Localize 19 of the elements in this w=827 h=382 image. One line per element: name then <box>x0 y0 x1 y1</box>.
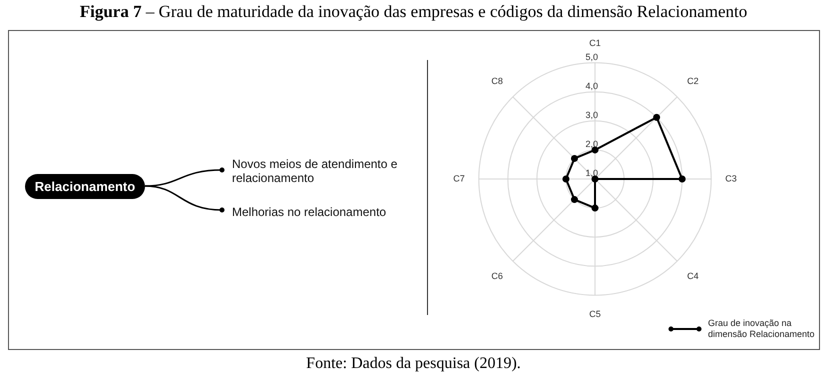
y-tick-label: 4,0 <box>585 80 598 91</box>
spoke-label: C6 <box>491 270 503 281</box>
spoke-label: C2 <box>687 76 699 86</box>
chart-title: Figura 7 – Grau de maturidade da inovação das empresas e códigos da dimensão Relacionamento <box>78 2 748 22</box>
text: Novos meios de atendimento e relacionamento <box>232 157 398 185</box>
source-note: Fonte: Dados da pesquisa (2019). <box>305 355 522 373</box>
y-tick-label: 1,0 <box>585 168 598 178</box>
spoke-label: C8 <box>491 76 503 86</box>
y-tick-label: 2,0 <box>585 138 598 149</box>
legend-label: Grau de inovação na dimensão Relacionamento <box>708 318 816 340</box>
text: Melhorias no relacionamento <box>232 205 388 219</box>
spoke-label: C5 <box>589 309 601 320</box>
y-tick-label: 3,0 <box>585 110 598 120</box>
spoke-label: C1 <box>589 38 601 48</box>
spoke-label: C7 <box>453 173 465 184</box>
spoke-label: C4 <box>687 270 699 281</box>
y-tick-label: 5,0 <box>585 52 598 62</box>
text: Relacionamento <box>25 174 145 199</box>
spoke-label: C3 <box>725 173 737 184</box>
